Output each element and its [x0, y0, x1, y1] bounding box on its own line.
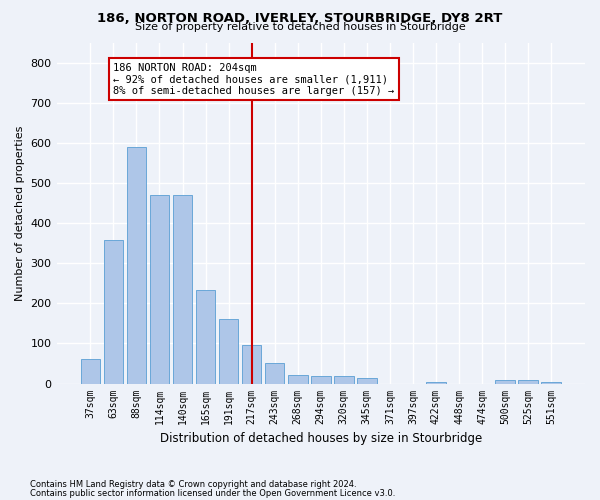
Bar: [334, 376, 353, 384]
Bar: [265, 364, 284, 384]
Bar: [518, 380, 538, 384]
X-axis label: Distribution of detached houses by size in Stourbridge: Distribution of detached houses by size …: [160, 432, 482, 445]
Text: 186, NORTON ROAD, IVERLEY, STOURBRIDGE, DY8 2RT: 186, NORTON ROAD, IVERLEY, STOURBRIDGE, …: [97, 12, 503, 26]
Text: Contains HM Land Registry data © Crown copyright and database right 2024.: Contains HM Land Registry data © Crown c…: [30, 480, 356, 489]
Bar: [80, 360, 100, 384]
Bar: [357, 378, 377, 384]
Bar: [127, 147, 146, 384]
Bar: [426, 382, 446, 384]
Bar: [149, 195, 169, 384]
Bar: [173, 195, 193, 384]
Bar: [496, 380, 515, 384]
Bar: [541, 382, 561, 384]
Text: Size of property relative to detached houses in Stourbridge: Size of property relative to detached ho…: [134, 22, 466, 32]
Bar: [288, 374, 308, 384]
Bar: [196, 290, 215, 384]
Bar: [104, 240, 123, 384]
Text: 186 NORTON ROAD: 204sqm
← 92% of detached houses are smaller (1,911)
8% of semi-: 186 NORTON ROAD: 204sqm ← 92% of detache…: [113, 62, 395, 96]
Bar: [219, 320, 238, 384]
Text: Contains public sector information licensed under the Open Government Licence v3: Contains public sector information licen…: [30, 488, 395, 498]
Bar: [242, 346, 262, 384]
Bar: [311, 376, 331, 384]
Y-axis label: Number of detached properties: Number of detached properties: [15, 126, 25, 300]
